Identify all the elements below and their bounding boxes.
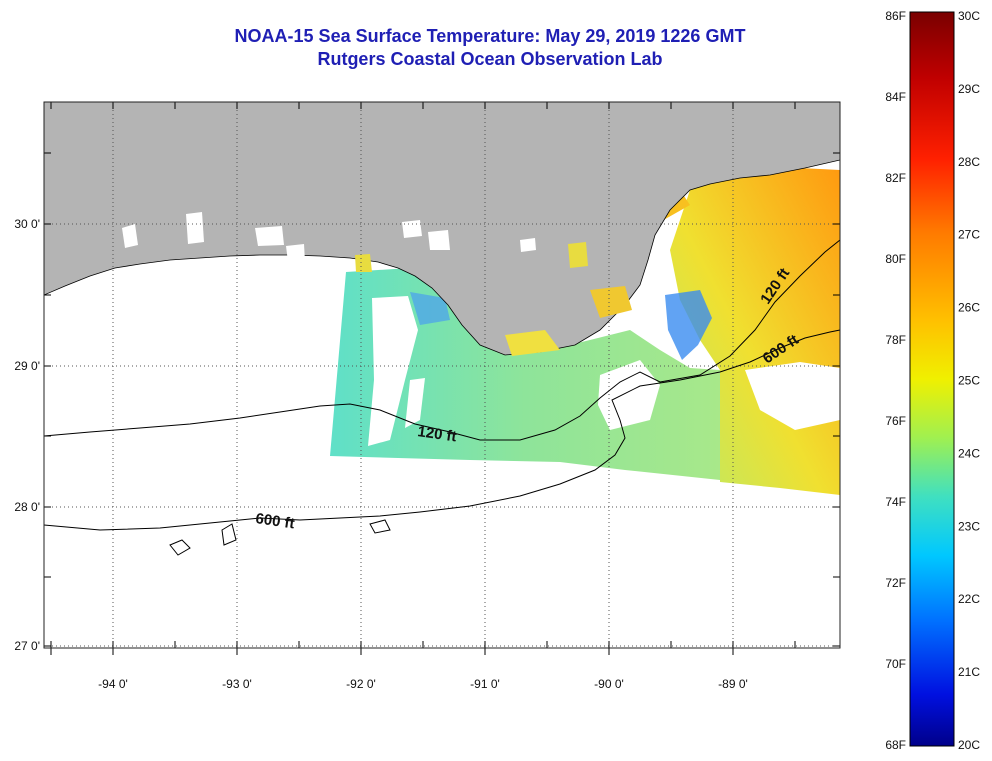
- colorbar-label-f: 82F: [885, 171, 906, 185]
- colorbar-label-c: 26C: [958, 301, 980, 315]
- colorbar-label-f: 68F: [885, 738, 906, 752]
- colorbar-label-c: 20C: [958, 738, 980, 752]
- colorbar: [909, 11, 955, 747]
- map-title: NOAA-15 Sea Surface Temperature: May 29,…: [234, 26, 746, 46]
- colorbar-label-c: 28C: [958, 155, 980, 169]
- colorbar-label-c: 29C: [958, 82, 980, 96]
- sst-cool-patch: [665, 290, 712, 360]
- colorbar-label-c: 30C: [958, 9, 980, 23]
- colorbar-fahrenheit-labels: 86F 84F 82F 80F 78F 76F 74F 72F 70F 68F: [885, 9, 906, 752]
- lon-label-91: -91 0': [470, 677, 500, 691]
- colorbar-label-c: 24C: [958, 446, 980, 460]
- lat-label-29: 29 0': [14, 359, 40, 373]
- colorbar-label-f: 84F: [885, 90, 906, 104]
- colorbar-label-c: 23C: [958, 519, 980, 533]
- colorbar-label-c: 25C: [958, 374, 980, 388]
- colorbar-label-c: 27C: [958, 228, 980, 242]
- lat-label-28: 28 0': [14, 500, 40, 514]
- contour-600ft: [43, 329, 841, 531]
- colorbar-label-f: 76F: [885, 414, 906, 428]
- lon-label-92: -92 0': [346, 677, 376, 691]
- land-mass: [44, 102, 840, 356]
- contour-label-600-west: 600 ft: [254, 510, 295, 532]
- map-subtitle: Rutgers Coastal Ocean Observation Lab: [317, 49, 663, 69]
- colorbar-label-f: 80F: [885, 252, 906, 266]
- lat-label-30: 30 0': [14, 217, 40, 231]
- map-ticks: [44, 102, 840, 655]
- lon-label-90: -90 0': [594, 677, 624, 691]
- bathymetry-contours: [43, 239, 841, 556]
- colorbar-label-f: 78F: [885, 333, 906, 347]
- colorbar-label-f: 72F: [885, 576, 906, 590]
- lon-label-94: -94 0': [98, 677, 128, 691]
- colorbar-label-f: 74F: [885, 495, 906, 509]
- graticule: [44, 102, 840, 648]
- colorbar-label-c: 21C: [958, 665, 980, 679]
- contour-120ft: [43, 239, 841, 441]
- lat-label-27: 27 0': [14, 639, 40, 653]
- colorbar-label-f: 70F: [885, 657, 906, 671]
- colorbar-label-c: 22C: [958, 592, 980, 606]
- contour-label-120-west: 120 ft: [416, 423, 457, 445]
- colorbar-label-f: 86F: [885, 9, 906, 23]
- colorbar-celsius-labels: 30C 29C 28C 27C 26C 25C 24C 23C 22C 21C 20C: [958, 9, 980, 752]
- lon-label-93: -93 0': [222, 677, 252, 691]
- lon-label-89: -89 0': [718, 677, 748, 691]
